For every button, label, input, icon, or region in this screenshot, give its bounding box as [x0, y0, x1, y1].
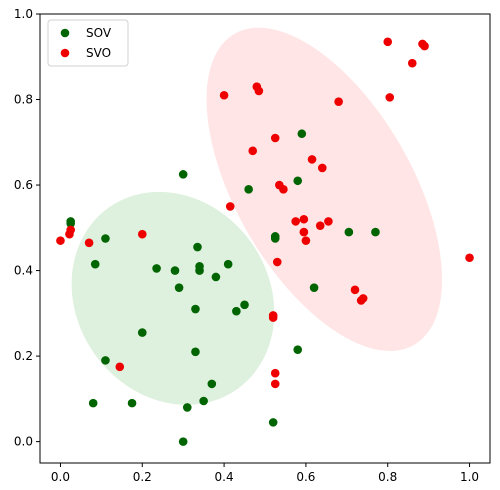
plot-frame — [39, 13, 491, 464]
svo-point — [254, 86, 264, 96]
sov-point — [90, 259, 100, 269]
svo-point — [299, 227, 309, 237]
svo-point — [385, 93, 395, 102]
sov-point — [207, 379, 217, 389]
x-tick-label: 0.2 — [133, 470, 152, 484]
svo-point — [225, 202, 235, 211]
svo-point — [270, 133, 280, 143]
svo-point — [383, 37, 393, 47]
y-tick-label: 0.8 — [14, 93, 33, 107]
sov-point — [191, 304, 200, 314]
sov-point — [240, 300, 249, 310]
svo-point — [84, 238, 94, 248]
sov-point — [195, 266, 204, 275]
sov-point — [223, 259, 233, 269]
svo-point — [350, 285, 360, 295]
legend-svo-marker — [60, 48, 70, 58]
points-layer — [56, 37, 474, 446]
sov-point — [137, 328, 147, 337]
y-tick-label: 1.0 — [14, 7, 33, 21]
sov-point — [66, 219, 75, 228]
sov-point — [178, 437, 188, 446]
svo-point — [465, 253, 474, 263]
sov-point — [191, 347, 200, 357]
sov-point — [127, 398, 137, 408]
sov-point — [101, 234, 110, 243]
svo-point — [299, 214, 309, 224]
sov-point — [182, 403, 192, 412]
sov-point — [88, 398, 98, 408]
legend-svo-label: SVO — [86, 46, 111, 60]
legend-sov-marker — [60, 28, 70, 38]
svo-point — [315, 221, 325, 230]
x-tick-label: 1.0 — [460, 470, 479, 484]
x-tick-label: 0.8 — [378, 470, 397, 484]
y-tick-label: 0.2 — [14, 349, 33, 363]
y-tick-label: 0.0 — [14, 435, 33, 449]
svo-point — [248, 146, 258, 156]
sov-point — [244, 185, 253, 194]
svo-point — [334, 97, 343, 106]
svo-point — [272, 257, 282, 267]
x-tick-label: 0.4 — [215, 470, 234, 484]
svo-point — [407, 58, 417, 68]
legend: SOV SVO — [47, 19, 129, 67]
sov-point — [211, 272, 221, 282]
svo-point — [358, 294, 368, 303]
sov-point — [199, 396, 208, 406]
svo-point — [291, 217, 300, 226]
y-tick-label: 0.6 — [14, 178, 33, 192]
svo-point — [301, 236, 311, 245]
svo-point — [270, 368, 280, 378]
svo-point — [219, 90, 229, 100]
svo-point — [420, 41, 429, 51]
sov-point — [193, 242, 202, 252]
sov-point — [309, 283, 319, 292]
sov-point — [297, 129, 307, 139]
svo-point — [66, 225, 75, 235]
sov-point — [293, 345, 303, 354]
sov-point — [178, 170, 188, 179]
svo-point — [279, 185, 288, 194]
svo-point — [56, 236, 65, 245]
x-tick-label: 0.0 — [51, 470, 70, 484]
sov-point — [268, 418, 278, 427]
y-tick-label: 0.4 — [14, 264, 33, 278]
sov-point — [174, 283, 184, 292]
svo-point — [307, 155, 317, 164]
sov-point — [293, 176, 303, 186]
sov-point — [101, 356, 110, 365]
svo-point — [270, 379, 280, 389]
svo-point — [324, 217, 333, 226]
sov-point — [152, 264, 161, 273]
y-axis: 0.0 0.2 0.4 0.6 0.8 1.0 — [14, 7, 40, 449]
sov-point — [344, 227, 354, 237]
x-axis: 0.0 0.2 0.4 0.6 0.8 1.0 — [51, 463, 479, 484]
legend-sov-label: SOV — [86, 26, 112, 40]
sov-ellipse — [71, 191, 275, 405]
svo-point — [317, 163, 327, 173]
sov-point — [232, 306, 241, 316]
x-tick-label: 0.6 — [296, 470, 315, 484]
sov-point — [170, 266, 180, 275]
ellipse-layer — [71, 27, 443, 405]
svo-ellipse — [206, 27, 443, 351]
sov-point — [270, 234, 280, 243]
sov-point — [371, 227, 380, 237]
svo-point — [115, 362, 125, 372]
svo-point — [268, 313, 278, 322]
svo-point — [137, 229, 147, 239]
